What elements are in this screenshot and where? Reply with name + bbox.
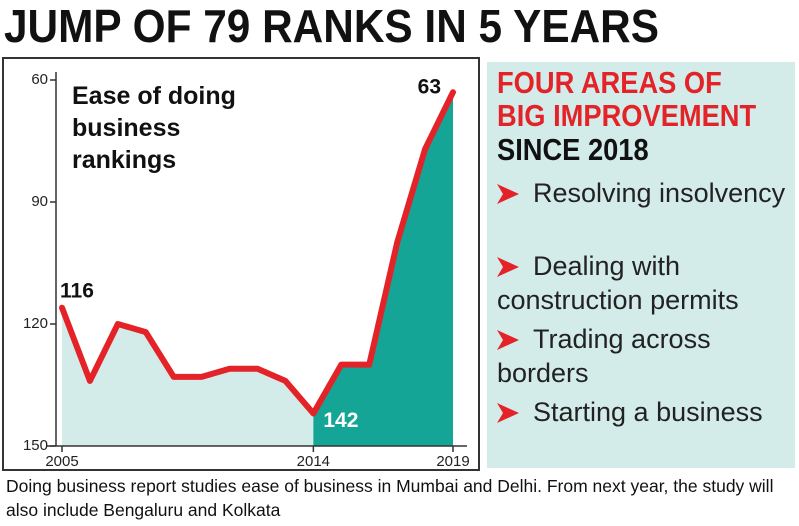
value-label: 116 xyxy=(60,279,94,302)
panel-item: Trading across borders xyxy=(497,324,711,388)
x-tick-label: 2005 xyxy=(45,453,78,470)
line xyxy=(59,89,456,417)
bullet-arrow xyxy=(497,403,519,423)
panel-item: Starting a business xyxy=(533,397,763,427)
arrow-shape xyxy=(497,257,519,277)
value-label: 142 xyxy=(323,409,358,432)
chart-frame xyxy=(2,57,480,471)
footer-note: Doing business report studies ease of bu… xyxy=(6,476,774,520)
y-tick-label: 120 xyxy=(23,315,48,332)
arrow-shape xyxy=(497,330,519,350)
panel: FOUR AREAS OF BIG IMPROVEMENT SINCE 2018… xyxy=(487,62,795,468)
y-tick-label: 90 xyxy=(31,193,48,210)
arrow-shape xyxy=(497,403,519,423)
bullet-arrow xyxy=(497,257,519,277)
y-tick-label: 150 xyxy=(23,437,48,454)
value-label: 63 xyxy=(418,76,441,99)
chart-label: Ease of doing business rankings xyxy=(72,82,236,174)
bullet-arrow xyxy=(497,184,519,204)
x-tick-label: 2019 xyxy=(436,453,469,470)
headline: JUMP OF 79 RANKS IN 5 YEARS xyxy=(4,0,659,52)
x-tick-label: 2014 xyxy=(297,453,330,470)
y-tick-label: 60 xyxy=(31,71,48,88)
bullet-arrow xyxy=(497,330,519,350)
panel-title: FOUR AREAS OF BIG IMPROVEMENT xyxy=(497,65,757,133)
arrow-shape xyxy=(497,184,519,204)
area-highlight xyxy=(313,92,453,446)
panel-subtitle: SINCE 2018 xyxy=(497,132,649,167)
panel-item: Dealing with construction permits xyxy=(497,251,739,315)
panel-item: Resolving insolvency xyxy=(533,178,786,208)
